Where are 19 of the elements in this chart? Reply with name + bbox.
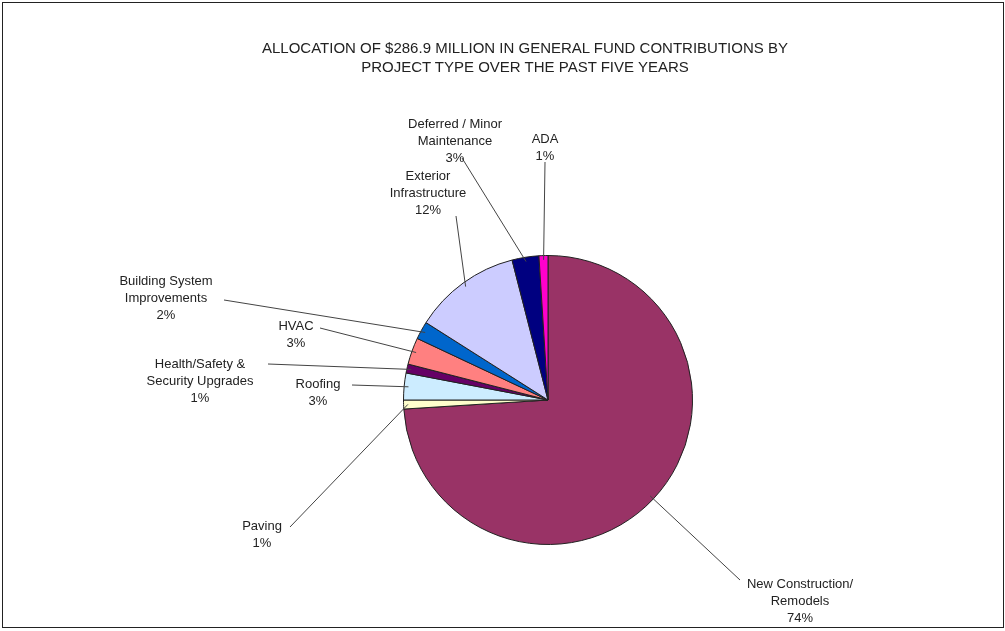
data-label: 1% [535,148,555,164]
slice-label: HVAC [278,318,314,334]
data-label: 1% [190,390,210,406]
slice-label: ADA [531,131,559,147]
data-label: 12% [414,202,442,218]
data-label: 3% [308,393,328,409]
slice-label: Deferred / Minor Maintenance [408,116,503,149]
slice-label: Health/Safety & Security Upgrades [146,356,254,389]
data-label: 1% [252,535,272,551]
slice-label: New Construction/ Remodels [746,576,854,609]
slice-label: Paving [242,518,282,534]
data-label: 3% [445,150,465,166]
chart-title: ALLOCATION OF $286.9 MILLION IN GENERAL FUND CONTRIBUTIONS BY PROJECT TYPE OVER THE PAST FIVE YEARS [261,38,789,76]
data-label: 2% [156,307,176,323]
slice-label: Roofing [295,376,341,392]
slice-label: Building System Improvements [119,273,213,306]
slice-label: Exterior Infrastructure [389,168,467,201]
data-label: 74% [786,610,814,626]
data-label: 3% [286,335,306,351]
